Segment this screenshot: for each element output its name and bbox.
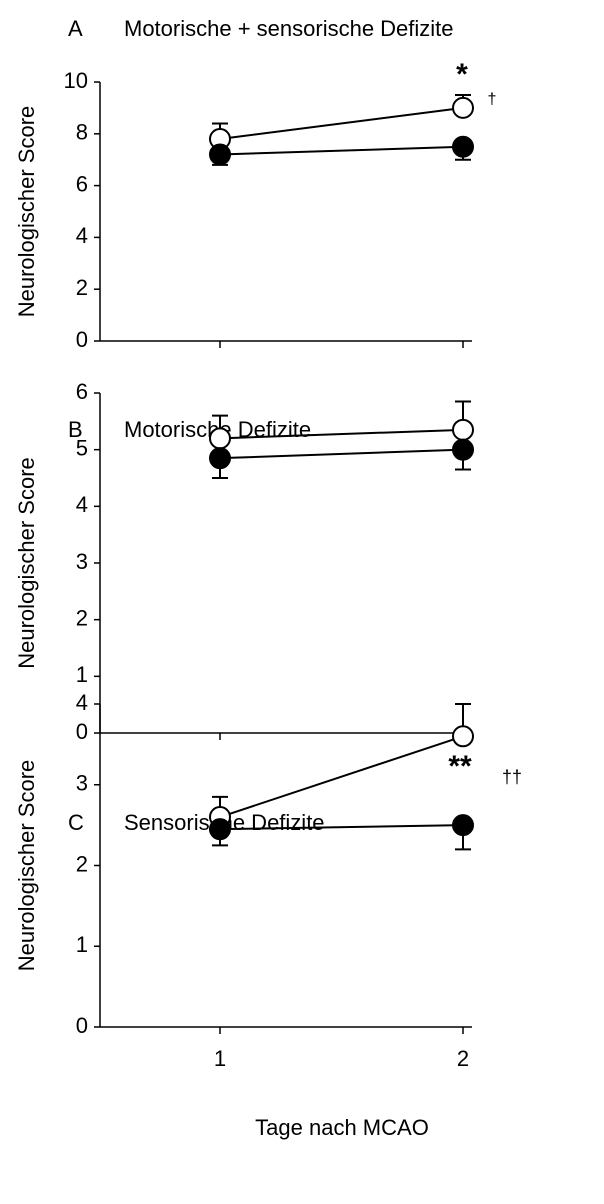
y-axis-label: Neurologischer Score bbox=[14, 760, 39, 972]
annotation: †† bbox=[502, 767, 522, 787]
y-tick-label: 4 bbox=[76, 223, 88, 248]
marker bbox=[209, 427, 231, 450]
y-axis-label: Neurologischer Score bbox=[14, 106, 39, 318]
y-tick-label: 10 bbox=[64, 68, 88, 93]
y-tick-label: 2 bbox=[76, 605, 88, 630]
annotation: † bbox=[488, 91, 497, 108]
annotation: * bbox=[456, 58, 468, 91]
y-tick-label: 2 bbox=[76, 851, 88, 876]
series-line bbox=[219, 428, 464, 440]
y-tick-label: 0 bbox=[76, 719, 88, 744]
y-tick-label: 4 bbox=[76, 492, 88, 517]
y-tick-label: 3 bbox=[76, 549, 88, 574]
y-tick-label: 0 bbox=[76, 1013, 88, 1038]
panel-label: A bbox=[68, 16, 83, 41]
y-axis-label: Neurologischer Score bbox=[14, 457, 39, 669]
y-tick-label: 3 bbox=[76, 771, 88, 796]
series-line bbox=[219, 735, 464, 818]
marker bbox=[209, 818, 231, 841]
marker bbox=[452, 418, 474, 441]
x-tick-label: 1 bbox=[214, 1046, 226, 1071]
y-tick-label: 0 bbox=[76, 327, 88, 352]
series-line bbox=[219, 145, 464, 156]
marker bbox=[452, 438, 474, 461]
x-tick-label: 2 bbox=[457, 1046, 469, 1071]
series-line bbox=[219, 106, 464, 140]
y-tick-label: 2 bbox=[76, 275, 88, 300]
y-tick-label: 6 bbox=[76, 379, 88, 404]
marker bbox=[452, 135, 474, 158]
marker bbox=[452, 814, 474, 837]
chart-title: Motorische + sensorische Defizite bbox=[124, 16, 454, 41]
series-line bbox=[219, 824, 464, 831]
y-tick-label: 1 bbox=[76, 932, 88, 957]
marker bbox=[209, 447, 231, 470]
y-tick-label: 5 bbox=[76, 435, 88, 460]
y-tick-label: 4 bbox=[76, 690, 88, 715]
series-line bbox=[219, 448, 464, 460]
y-tick-label: 8 bbox=[76, 120, 88, 145]
marker bbox=[209, 143, 231, 166]
panel-label: B bbox=[68, 417, 83, 442]
annotation: ** bbox=[448, 750, 472, 783]
marker bbox=[452, 96, 474, 119]
panel-label: C bbox=[68, 810, 84, 835]
marker bbox=[452, 725, 474, 748]
y-tick-label: 1 bbox=[76, 662, 88, 687]
x-axis-label: Tage nach MCAO bbox=[255, 1115, 429, 1140]
y-tick-label: 6 bbox=[76, 171, 88, 196]
